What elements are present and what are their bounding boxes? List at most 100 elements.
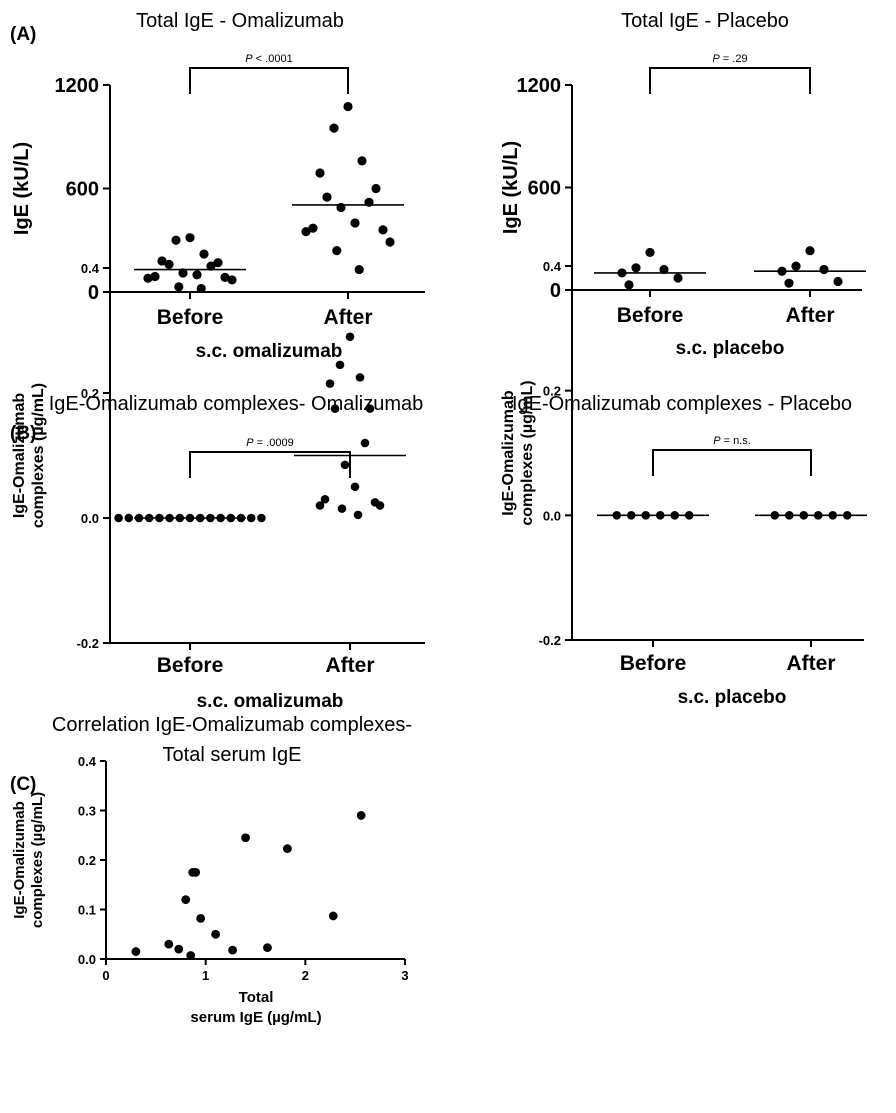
a1-point [185,233,195,243]
b1-y-axis-label: IgE-Omalizumab complexes (µg/mL) [11,383,47,528]
a1-point [164,259,174,269]
b2-xtick-label: Before [620,652,687,675]
c-point [356,811,366,820]
a1-point [301,227,311,237]
c-point [282,844,292,854]
c-point [228,945,237,955]
a1-point [354,264,364,275]
a2-point [673,273,683,283]
a1-point [206,261,216,271]
a2-point [791,261,801,271]
c-panel-label: (C) [10,774,36,795]
c-xtick-label: 1 [202,968,209,983]
b2-ytick-label: 0.0 [543,508,561,523]
c-x-axis-label: Total [239,989,274,1006]
a2-point [784,278,794,288]
b2-xtick-label: After [786,652,835,675]
c-point [131,947,141,956]
a1-ytick-label: 0 [88,282,99,304]
a1-point [192,270,202,280]
a1-y-axis-label: IgE (kU/L) [11,142,33,235]
a1-point [157,256,167,266]
b1-point [350,482,360,492]
c-title: Correlation IgE-Omalizumab complexes- [52,714,412,736]
a1-point [322,192,332,202]
a2-ytick-label: 600 [528,178,561,200]
b1-title: IgE-Omalizumab complexes- Omalizumab [49,393,424,415]
b1-xtick-label: Before [157,654,224,677]
b1-ytick-label: 0.2 [81,386,99,401]
b1-point [345,332,355,342]
b2-ytick-label: 0.2 [543,384,561,399]
a2-point [631,263,641,273]
a1-x-axis-label: s.c. omalizumab [196,341,343,362]
a1-point [357,156,367,166]
a1-ytick-label: 600 [66,179,99,201]
a2-ytick-label: 0 [550,280,561,302]
b1-p-value: P = .0009 [246,437,293,449]
c-xtick-label: 2 [302,968,309,983]
a1-point [378,225,388,235]
c-x-axis-label-line2: serum IgE (µg/mL) [190,1009,321,1026]
c-point [164,939,174,949]
b1-point [257,513,266,523]
a2-point [645,247,655,258]
a2-xtick-label: Before [617,304,684,327]
b1-point [340,460,350,470]
b1-point [246,513,256,523]
b2-p-value: P = n.s. [713,435,751,447]
a1-point [315,168,325,178]
b1-point [360,438,370,448]
c-point [263,943,272,953]
a1-significance-bracket [189,67,349,94]
c-point [174,944,184,954]
b1-point [337,504,347,513]
b2-ytick-label: -0.2 [539,633,561,648]
a2-title: Total IgE - Placebo [621,10,789,32]
c-point [211,929,221,939]
b1-xtick-label: After [325,654,374,677]
a1-ytick-label: 1200 [55,75,100,97]
a2-point [805,246,815,256]
b1-point [124,513,134,523]
b1-ytick-label: 0.0 [81,511,99,526]
a2-ytick-label: 1200 [517,75,562,97]
a1-point [143,273,153,283]
b2-ytick-label: 0.4 [543,259,562,274]
c-point [241,833,250,843]
c-point [191,867,201,877]
a1-point [308,223,318,233]
b1-point [375,501,385,510]
a2-xtick-label: After [785,304,834,327]
c-point [328,911,338,921]
b1-point [315,501,325,510]
a1-point [227,275,237,285]
a2-y-axis-label: IgE (kU/L) [500,141,522,234]
a1-xtick-label: Before [157,306,224,329]
b2-title: IgE-Omalizumab complexes - Placebo [512,393,852,415]
a1-point [332,246,342,256]
a2-point [819,264,829,275]
a1-point [196,283,206,294]
a1-point [329,123,339,133]
b1-ytick-label: -0.2 [77,636,99,651]
a2-p-value: P = .29 [712,53,747,65]
c-point [186,951,196,960]
a2-point [659,264,669,275]
c-ytick-label: 0.3 [78,804,96,819]
a1-point [171,235,181,245]
a1-point [343,101,353,112]
c-ytick-label: 0.1 [78,903,96,918]
b2-significance-bracket [652,449,812,476]
c-point [181,895,191,904]
a1-point [385,237,395,247]
c-ytick-label: 0.0 [78,952,96,967]
b1-panel-label: (B) [10,423,36,444]
b1-ytick-label: 0.4 [81,261,100,276]
a2-point [833,276,843,287]
a1-panel-label: (A) [10,24,36,45]
b2-y-axis-label: IgE-Omalizumab complexes (µg/mL) [500,380,536,525]
c-ytick-label: 0.4 [78,754,97,769]
b1-point [335,360,345,370]
b1-point [330,404,340,413]
